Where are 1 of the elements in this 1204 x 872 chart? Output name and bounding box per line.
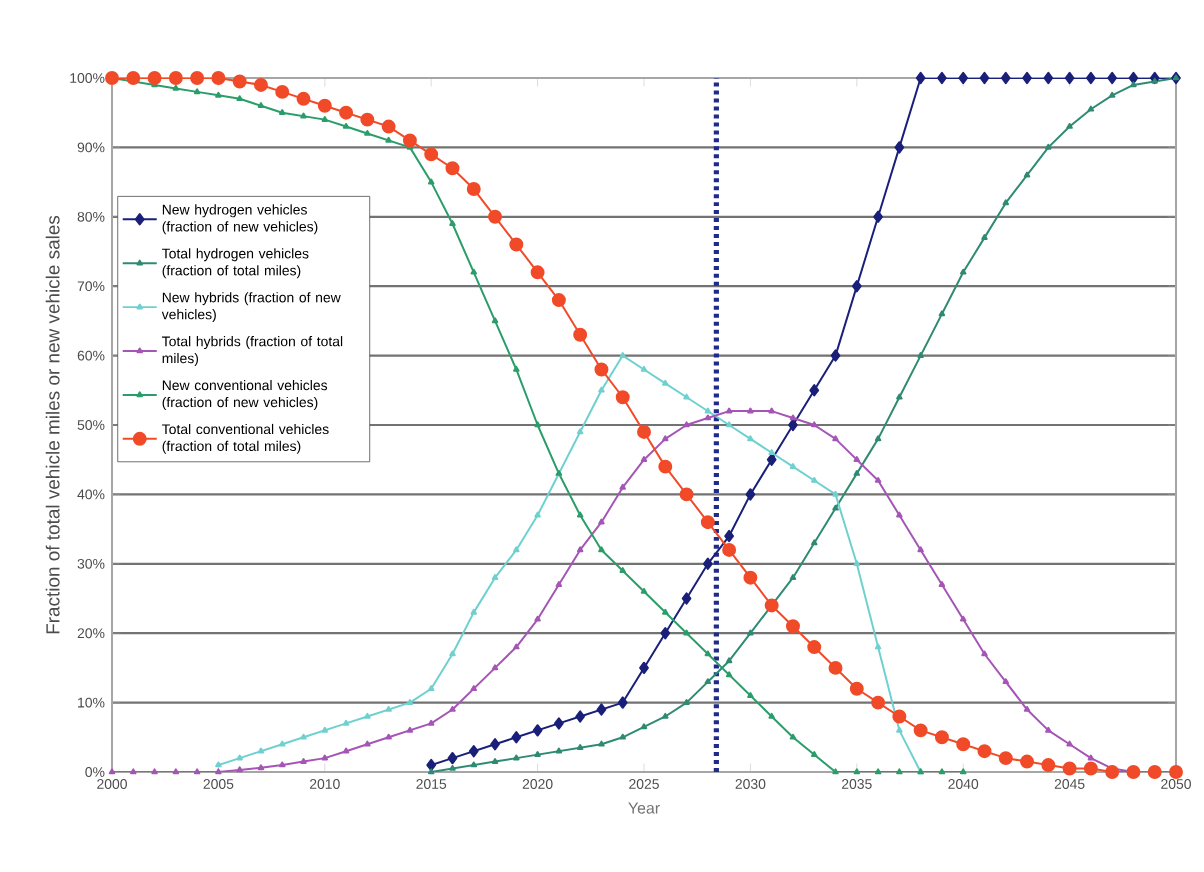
- y-axis-title: Fraction of total vehicle miles or new vehicle sales: [45, 215, 60, 634]
